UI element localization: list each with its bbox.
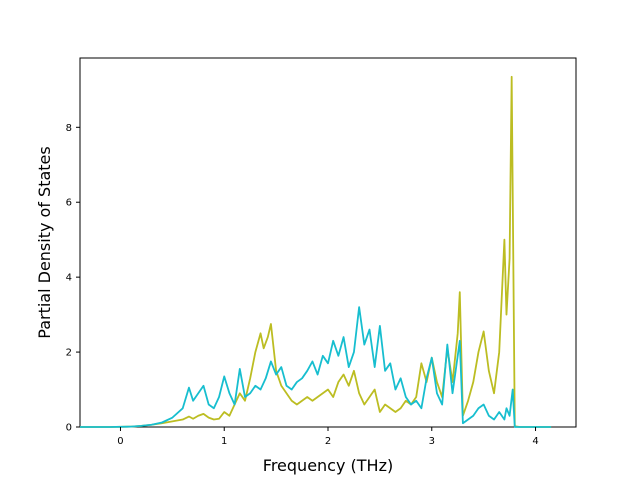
y-tick-label: 0 [66,423,72,434]
series-line-2 [80,306,552,428]
x-tick-label: 2 [325,436,331,447]
x-axis-label: Frequency (THz) [263,456,393,475]
y-tick-label: 6 [66,198,72,209]
y-tick-label: 8 [66,123,72,134]
y-axis-ticks: 0 2 4 6 8 [66,123,80,434]
plot-area [79,57,577,428]
y-axis-label: Partial Density of States [35,146,54,338]
x-tick-label: 0 [117,436,123,447]
plot-frame [79,57,577,428]
series-layer [80,75,552,428]
x-tick-label: 3 [429,436,435,447]
x-tick-label: 4 [532,436,538,447]
y-tick-label: 2 [66,348,72,359]
series-line-1 [80,75,552,428]
y-tick-label: 4 [66,273,72,284]
x-axis-ticks: 0 1 2 3 4 [117,427,539,447]
x-tick-label: 1 [221,436,227,447]
